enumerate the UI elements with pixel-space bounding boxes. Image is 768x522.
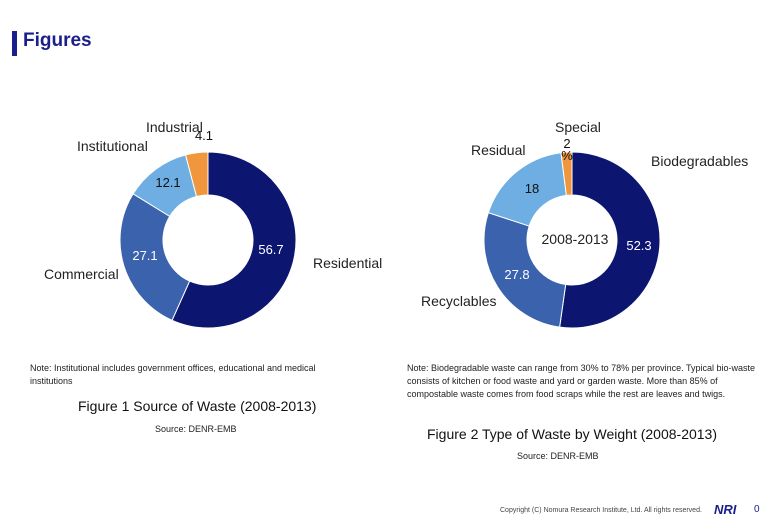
figure1-note: Note: Institutional includes government … — [30, 363, 316, 386]
value-label-residual: 18 — [525, 181, 539, 196]
figure2-note: Note: Biodegradable waste can range from… — [407, 363, 756, 399]
value-label-recyclables: 27.8 — [504, 267, 529, 282]
nri-logo: NRI — [714, 502, 737, 517]
slice-special — [560, 151, 573, 196]
slice-residential — [171, 151, 297, 329]
category-label-institutional: Institutional — [77, 138, 148, 154]
category-label-biodegradables: Biodegradables — [651, 153, 748, 169]
category-label-residual: Residual — [471, 142, 525, 158]
category-label-recyclables: Recyclables — [421, 293, 496, 309]
copyright-text: Copyright (C) Nomura Research Institute,… — [500, 507, 702, 514]
figure1-source: Source: DENR-EMB — [155, 424, 237, 434]
figure1-title: Figure 1 Source of Waste (2008-2013) — [78, 398, 317, 414]
slice-industrial — [184, 151, 209, 198]
figure2-title: Figure 2 Type of Waste by Weight (2008-2… — [427, 426, 718, 442]
category-label-industrial: Industrial — [146, 119, 203, 135]
category-label-residential: Residential — [313, 255, 382, 271]
slice-biodegradables — [559, 151, 661, 329]
slice-commercial — [119, 193, 191, 321]
donut-chart-type-of-waste: 52.3 27.8 18 2% Biodegradables Recyclables Res… — [421, 119, 748, 329]
value-label-industrial: 4.1 — [195, 128, 213, 143]
page-title: Figures — [23, 30, 92, 51]
center-label: 2008-2013 — [542, 231, 609, 247]
slice-recyclables — [483, 212, 567, 328]
donut-chart-source-of-waste: 56.7 27.1 12.1 4.1 Residential Commercial Inst… — [44, 119, 382, 329]
value-label-commercial: 27.1 — [132, 248, 157, 263]
category-label-commercial: Commercial — [44, 266, 119, 282]
value-label-special: 2% — [561, 136, 573, 163]
page-number: 0 — [754, 504, 760, 515]
value-label-biodegradables: 52.3 — [626, 238, 651, 253]
category-label-special: Special — [555, 119, 601, 135]
title-accent-bar — [12, 31, 17, 56]
figure2-source: Source: DENR-EMB — [517, 451, 599, 461]
value-label-institutional: 12.1 — [155, 175, 180, 190]
value-label-residential: 56.7 — [258, 242, 283, 257]
